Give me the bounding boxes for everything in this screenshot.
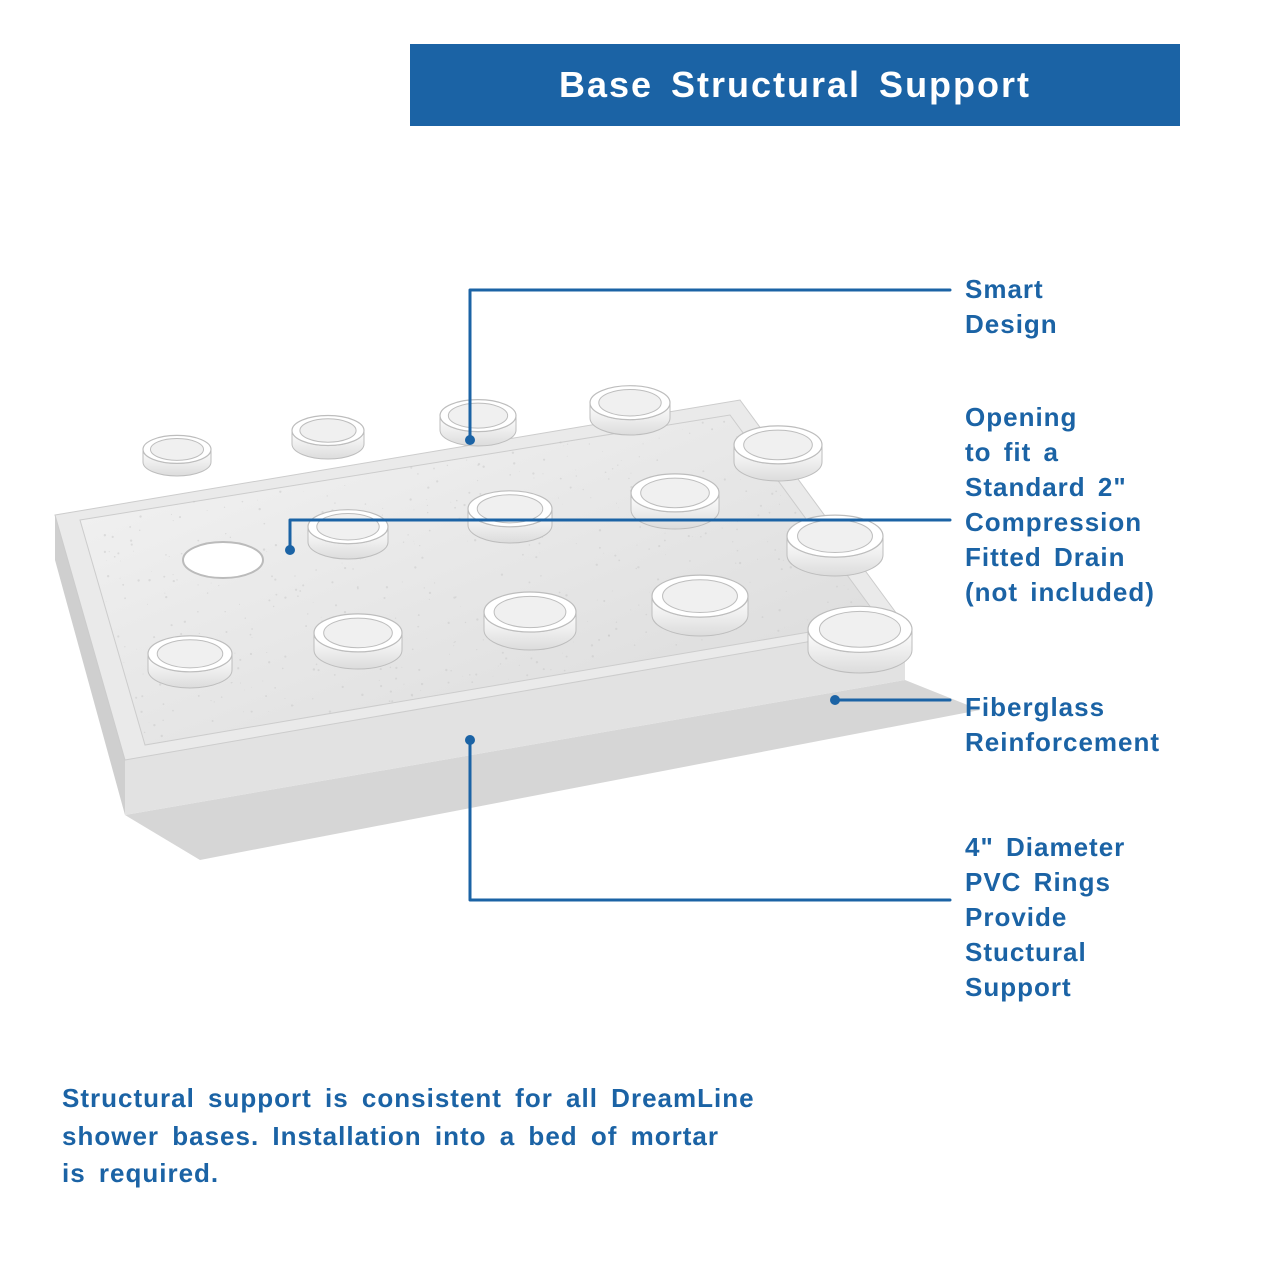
- callout-rings: 4" DiameterPVC RingsProvideStucturalSupp…: [965, 830, 1125, 1005]
- callout-fiber: FiberglassReinforcement: [965, 690, 1160, 760]
- title-text: Base Structural Support: [559, 64, 1031, 106]
- title-bar: Base Structural Support: [410, 44, 1180, 126]
- callout-smart: SmartDesign: [965, 272, 1058, 342]
- footnote: Structural support is consistent for all…: [62, 1080, 755, 1193]
- callout-opening: Openingto fit aStandard 2"CompressionFit…: [965, 400, 1155, 611]
